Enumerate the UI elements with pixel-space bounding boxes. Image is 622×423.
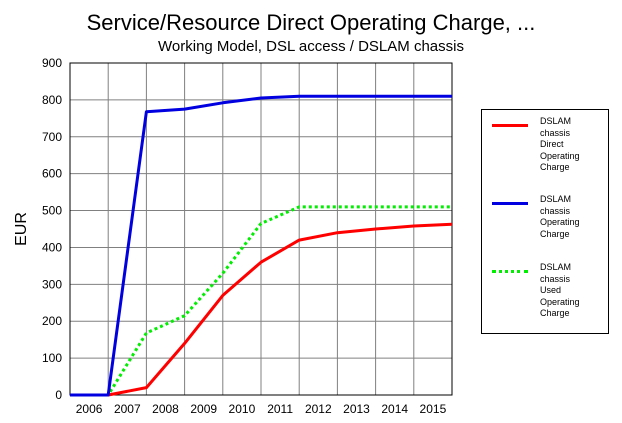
x-tick-label: 2010 — [229, 402, 256, 416]
series-line-3 — [70, 205, 452, 397]
series-line-2 — [70, 94, 452, 397]
y-tick-label: 300 — [42, 277, 62, 291]
legend-swatch — [492, 202, 528, 205]
series-line-1 — [70, 222, 453, 397]
legend-label: DSLAM chassis Direct Operating Charge — [540, 116, 580, 172]
x-tick-label: 2008 — [152, 402, 179, 416]
y-tick-label: 800 — [42, 93, 62, 107]
y-tick-label: 400 — [42, 240, 62, 254]
y-tick-label: 600 — [42, 167, 62, 181]
chart-legend: DSLAM chassis Direct Operating Charge DSLAM ch… — [481, 109, 609, 334]
legend-swatch — [492, 124, 528, 127]
legend-label: DSLAM chassis Used Operating Charge — [540, 262, 580, 318]
y-tick-label: 900 — [42, 56, 62, 70]
y-tick-label: 100 — [42, 351, 62, 365]
y-tick-label: 700 — [42, 130, 62, 144]
x-tick-label: 2011 — [267, 402, 293, 416]
plot-border — [69, 62, 453, 396]
x-tick-label: 2006 — [76, 402, 103, 416]
x-tick-label: 2012 — [305, 402, 332, 416]
x-tick-label: 2014 — [381, 402, 408, 416]
x-tick-label: 2015 — [420, 402, 447, 416]
y-tick-label: 200 — [42, 314, 62, 328]
x-tick-label: 2007 — [114, 402, 141, 416]
x-tick-label: 2009 — [190, 402, 217, 416]
y-axis-label: EUR — [13, 212, 30, 246]
y-tick-label: 0 — [55, 388, 62, 402]
chart-title: Service/Resource Direct Operating Charge… — [86, 10, 536, 35]
chart-subtitle: Working Model, DSL access / DSLAM chassi… — [158, 38, 464, 55]
legend-swatch — [492, 270, 528, 273]
x-tick-label: 2013 — [343, 402, 370, 416]
y-tick-label: 500 — [42, 204, 62, 218]
legend-label: DSLAM chassis Operating Charge — [540, 194, 580, 239]
